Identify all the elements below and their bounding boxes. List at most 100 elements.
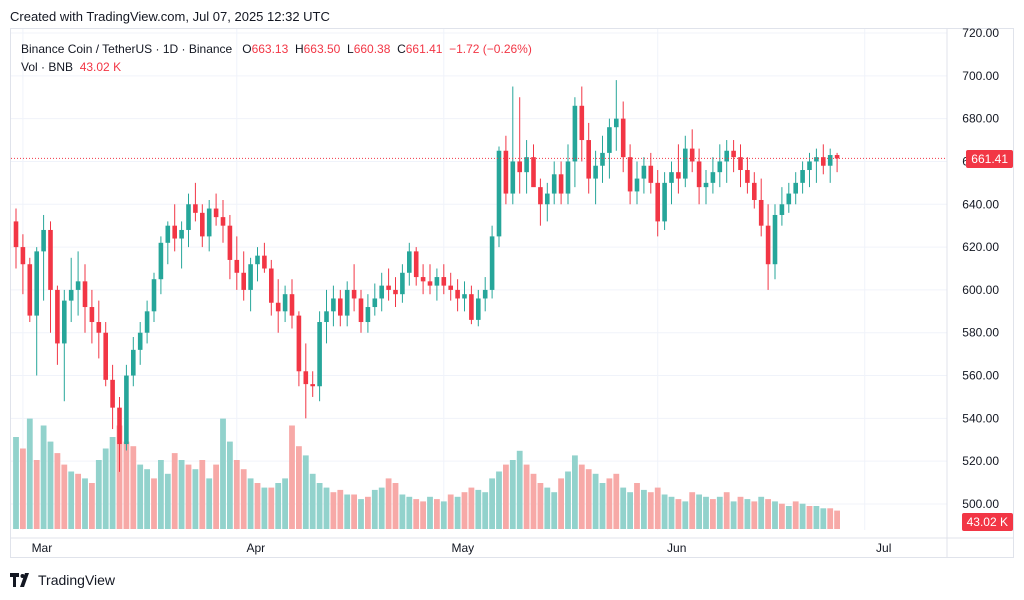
candle-body[interactable] [151, 279, 157, 312]
candle-body[interactable] [586, 140, 591, 179]
candle-body[interactable] [758, 199, 764, 226]
candle-body[interactable] [407, 251, 412, 273]
candle-body[interactable] [717, 161, 723, 173]
candle-body[interactable] [786, 193, 792, 205]
candle-body[interactable] [683, 148, 688, 179]
candle-body[interactable] [75, 281, 81, 290]
candle-body[interactable] [620, 118, 626, 158]
candle-body[interactable] [462, 294, 467, 299]
candle-body[interactable] [558, 174, 564, 194]
tradingview-logo[interactable]: TradingView [10, 572, 115, 588]
candle-body[interactable] [593, 165, 598, 179]
candle-body[interactable] [213, 208, 219, 218]
candle-body[interactable] [89, 307, 95, 323]
candle-body[interactable] [55, 289, 60, 344]
candle-body[interactable] [482, 289, 488, 299]
candle-body[interactable] [62, 300, 67, 344]
candle-body[interactable] [655, 182, 660, 222]
candle-body[interactable] [724, 150, 729, 162]
candle-body[interactable] [662, 182, 667, 222]
candle-body[interactable] [765, 225, 771, 265]
candle-body[interactable] [641, 165, 647, 179]
candle-body[interactable] [193, 204, 198, 213]
candle-body[interactable] [165, 225, 171, 243]
candle-body[interactable] [496, 150, 502, 237]
candle-body[interactable] [793, 182, 798, 194]
candle-body[interactable] [241, 272, 246, 290]
candle-body[interactable] [696, 161, 702, 188]
candle-body[interactable] [538, 187, 543, 205]
candle-body[interactable] [531, 157, 536, 188]
candle-body[interactable] [344, 289, 350, 316]
candle-body[interactable] [731, 150, 736, 158]
candle-body[interactable] [455, 289, 460, 299]
candle-body[interactable] [517, 161, 522, 173]
candle-body[interactable] [234, 259, 240, 273]
candle-body[interactable] [834, 155, 840, 159]
candle-body[interactable] [448, 285, 453, 290]
candle-body[interactable] [545, 193, 550, 205]
candle-body[interactable] [282, 294, 288, 312]
candle-body[interactable] [503, 150, 509, 194]
candle-body[interactable] [779, 204, 785, 215]
candle-body[interactable] [372, 298, 378, 308]
candle-body[interactable] [510, 161, 516, 194]
candle-body[interactable] [351, 289, 357, 299]
candle-body[interactable] [676, 172, 681, 179]
candle-body[interactable] [752, 182, 757, 200]
candle-body[interactable] [469, 294, 474, 320]
candle-body[interactable] [34, 251, 39, 316]
candle-body[interactable] [365, 307, 371, 323]
candle-body[interactable] [262, 255, 267, 269]
candle-body[interactable] [82, 281, 88, 308]
candle-body[interactable] [144, 311, 150, 333]
candle-body[interactable] [393, 289, 398, 295]
candle-body[interactable] [427, 281, 433, 286]
candle-body[interactable] [524, 157, 529, 173]
candle-body[interactable] [200, 212, 205, 237]
candle-body[interactable] [358, 298, 364, 323]
candle-body[interactable] [614, 118, 619, 128]
candle-body[interactable] [68, 289, 74, 301]
candle-body[interactable] [551, 174, 557, 194]
candle-body[interactable] [206, 208, 212, 237]
candle-body[interactable] [131, 349, 136, 376]
candle-body[interactable] [476, 298, 481, 320]
candle-body[interactable] [117, 407, 122, 445]
candle-body[interactable] [400, 272, 405, 295]
candle-body[interactable] [338, 298, 343, 316]
candle-body[interactable] [434, 277, 440, 286]
candle-body[interactable] [738, 157, 743, 171]
candle-body[interactable] [572, 105, 578, 162]
candle-body[interactable] [248, 264, 253, 290]
candle-body[interactable] [807, 161, 812, 171]
legend-volume-label[interactable]: Vol · BNB [21, 60, 74, 74]
candle-body[interactable] [110, 379, 115, 408]
candle-body[interactable] [579, 105, 585, 141]
candle-body[interactable] [324, 311, 329, 323]
candle-body[interactable] [420, 277, 426, 282]
candle-body[interactable] [607, 127, 612, 153]
candle-body[interactable] [186, 204, 191, 230]
candle-body[interactable] [96, 322, 102, 333]
candle-body[interactable] [821, 157, 826, 166]
candle-body[interactable] [20, 247, 26, 265]
candle-body[interactable] [703, 182, 709, 188]
candle-body[interactable] [289, 294, 295, 316]
candle-body[interactable] [179, 229, 184, 239]
candle-body[interactable] [124, 375, 129, 445]
candle-body[interactable] [648, 165, 654, 183]
candle-body[interactable] [27, 264, 33, 316]
candle-body[interactable] [269, 268, 274, 303]
candle-body[interactable] [745, 170, 750, 183]
candle-body[interactable] [669, 172, 674, 183]
candle-body[interactable] [220, 217, 226, 226]
candle-body[interactable] [413, 251, 419, 278]
candle-body[interactable] [103, 332, 108, 380]
legend-symbol[interactable]: Binance Coin / TetherUS · 1D · Binance [21, 42, 233, 56]
candle-body[interactable] [317, 322, 322, 387]
candle-body[interactable] [303, 371, 309, 385]
candle-body[interactable] [634, 178, 640, 192]
candle-body[interactable] [710, 172, 716, 183]
candle-body[interactable] [441, 277, 447, 286]
